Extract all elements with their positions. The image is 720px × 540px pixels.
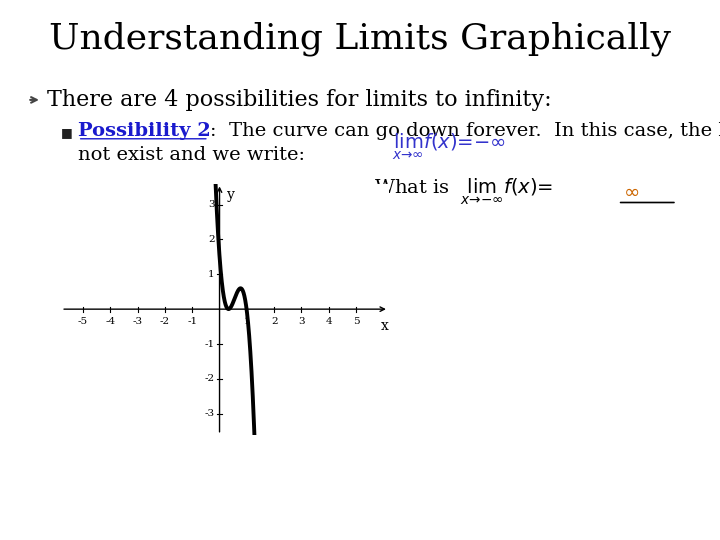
- Text: 4: 4: [325, 317, 332, 326]
- Text: What is  $\lim_{x \to -\infty} f(x) =$: What is $\lim_{x \to -\infty} f(x) =$: [374, 177, 554, 207]
- Text: -1: -1: [187, 317, 197, 326]
- Text: 3: 3: [208, 200, 215, 209]
- Text: -5: -5: [78, 317, 88, 326]
- Text: -2: -2: [160, 317, 170, 326]
- Text: :  The curve can go down forever.  In this case, the limit does: : The curve can go down forever. In this…: [210, 122, 720, 140]
- Text: -3: -3: [204, 409, 215, 418]
- Text: There are 4 possibilities for limits to infinity:: There are 4 possibilities for limits to …: [47, 89, 552, 111]
- Text: Understanding Limits Graphically: Understanding Limits Graphically: [49, 22, 671, 56]
- Text: -3: -3: [132, 317, 143, 326]
- Text: 2: 2: [271, 317, 277, 326]
- Text: 5: 5: [353, 317, 359, 326]
- Text: $\lim_{x \to \infty} f(x) = -\infty$: $\lim_{x \to \infty} f(x) = -\infty$: [392, 132, 506, 162]
- Text: -1: -1: [204, 340, 215, 348]
- Text: ■: ■: [61, 126, 73, 139]
- Text: x: x: [381, 319, 389, 333]
- Text: y: y: [228, 188, 235, 202]
- Text: -4: -4: [105, 317, 115, 326]
- Text: $\infty$: $\infty$: [623, 183, 639, 201]
- Text: -2: -2: [204, 374, 215, 383]
- Text: 1: 1: [243, 317, 250, 326]
- Text: 1: 1: [208, 270, 215, 279]
- Text: 2: 2: [208, 235, 215, 244]
- Text: 3: 3: [298, 317, 305, 326]
- Text: not exist and we write:: not exist and we write:: [78, 146, 305, 164]
- Text: Possibility 2: Possibility 2: [78, 122, 210, 140]
